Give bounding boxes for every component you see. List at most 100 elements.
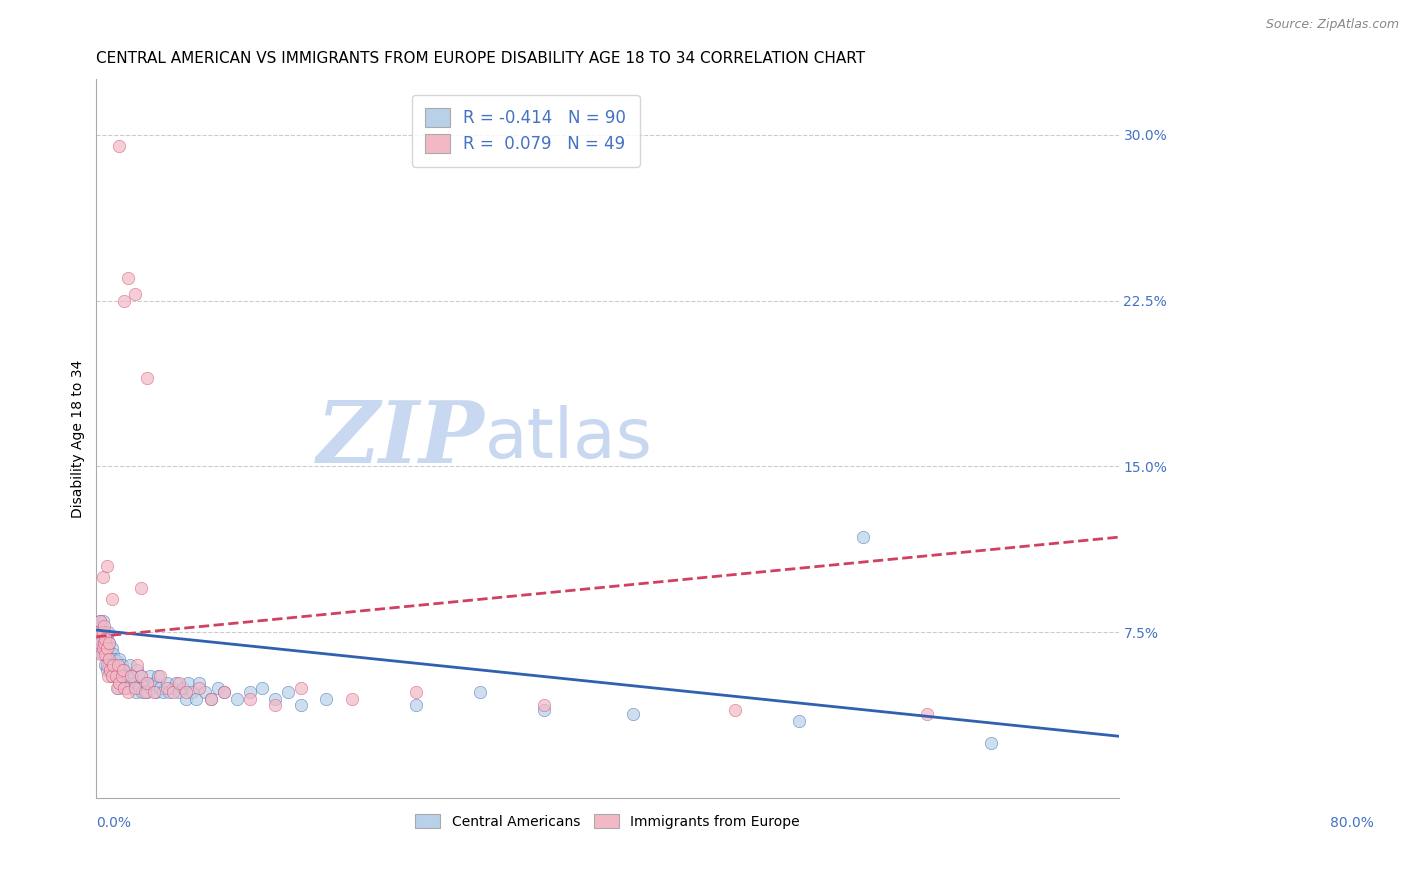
Point xyxy=(96,648,118,662)
Point xyxy=(96,663,118,677)
Point xyxy=(290,698,312,713)
Point xyxy=(125,685,148,699)
Point xyxy=(104,669,127,683)
Point xyxy=(139,669,162,683)
Point xyxy=(152,685,174,699)
Point xyxy=(174,685,197,699)
Point xyxy=(107,681,129,695)
Point xyxy=(104,669,127,683)
Point xyxy=(146,669,169,683)
Point xyxy=(114,663,136,677)
Point xyxy=(264,698,287,713)
Point xyxy=(87,625,110,640)
Point xyxy=(212,685,235,699)
Point xyxy=(129,581,152,595)
Point xyxy=(100,663,122,677)
Point xyxy=(142,676,165,690)
Point xyxy=(117,685,139,699)
Point xyxy=(124,676,146,690)
Point xyxy=(145,685,167,699)
Point xyxy=(108,676,131,690)
Point xyxy=(93,618,115,632)
Point xyxy=(120,676,142,690)
Point xyxy=(111,669,134,683)
Point xyxy=(194,685,217,699)
Point xyxy=(89,632,111,646)
Text: Source: ZipAtlas.com: Source: ZipAtlas.com xyxy=(1265,18,1399,31)
Point xyxy=(110,663,132,677)
Point xyxy=(87,618,110,632)
Point xyxy=(533,703,555,717)
Point xyxy=(124,286,146,301)
Point xyxy=(162,685,184,699)
Point xyxy=(90,648,112,662)
Point xyxy=(136,685,159,699)
Point xyxy=(124,681,146,695)
Point xyxy=(97,625,120,640)
Point xyxy=(96,558,118,573)
Point xyxy=(108,652,131,666)
Point xyxy=(165,676,187,690)
Point xyxy=(98,636,121,650)
Point xyxy=(156,676,179,690)
Point xyxy=(91,625,114,640)
Point xyxy=(118,658,141,673)
Point xyxy=(172,681,194,695)
Point xyxy=(89,614,111,628)
Point xyxy=(852,530,875,544)
Point xyxy=(134,685,156,699)
Point xyxy=(91,648,114,662)
Point xyxy=(90,640,112,655)
Point xyxy=(112,663,135,677)
Point xyxy=(157,685,180,699)
Point xyxy=(128,681,150,695)
Point xyxy=(120,669,142,683)
Point xyxy=(94,636,117,650)
Point xyxy=(100,669,122,683)
Point xyxy=(239,685,262,699)
Point xyxy=(93,632,115,646)
Point xyxy=(97,640,120,655)
Point xyxy=(111,676,134,690)
Point xyxy=(91,570,114,584)
Point xyxy=(169,685,191,699)
Point xyxy=(134,676,156,690)
Point xyxy=(149,681,172,695)
Point xyxy=(93,640,115,655)
Point xyxy=(100,592,122,607)
Point xyxy=(96,632,118,646)
Point xyxy=(162,681,184,695)
Point xyxy=(177,676,200,690)
Point xyxy=(101,658,124,673)
Point xyxy=(91,636,114,650)
Point xyxy=(225,691,247,706)
Legend: Central Americans, Immigrants from Europe: Central Americans, Immigrants from Europ… xyxy=(411,808,806,834)
Point xyxy=(103,652,125,666)
Point xyxy=(112,669,135,683)
Text: atlas: atlas xyxy=(485,405,652,472)
Point xyxy=(184,691,207,706)
Point xyxy=(94,648,117,662)
Point xyxy=(114,681,136,695)
Point xyxy=(142,685,165,699)
Point xyxy=(98,658,121,673)
Text: ZIP: ZIP xyxy=(316,397,485,481)
Point xyxy=(117,669,139,683)
Point xyxy=(98,648,121,662)
Point xyxy=(149,669,172,683)
Point xyxy=(96,658,118,673)
Point xyxy=(117,271,139,285)
Point xyxy=(136,371,159,385)
Point xyxy=(468,685,491,699)
Point xyxy=(181,685,204,699)
Point xyxy=(212,685,235,699)
Point xyxy=(127,658,149,673)
Point xyxy=(108,138,131,153)
Point xyxy=(90,625,112,640)
Point xyxy=(277,685,299,699)
Point xyxy=(108,669,131,683)
Point xyxy=(104,658,127,673)
Point xyxy=(105,669,128,683)
Point xyxy=(107,658,129,673)
Point xyxy=(200,691,222,706)
